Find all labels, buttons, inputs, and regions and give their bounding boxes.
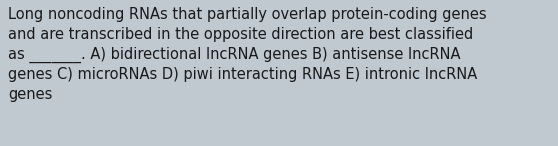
Text: Long noncoding RNAs that partially overlap protein-coding genes
and are transcri: Long noncoding RNAs that partially overl… xyxy=(8,7,487,102)
